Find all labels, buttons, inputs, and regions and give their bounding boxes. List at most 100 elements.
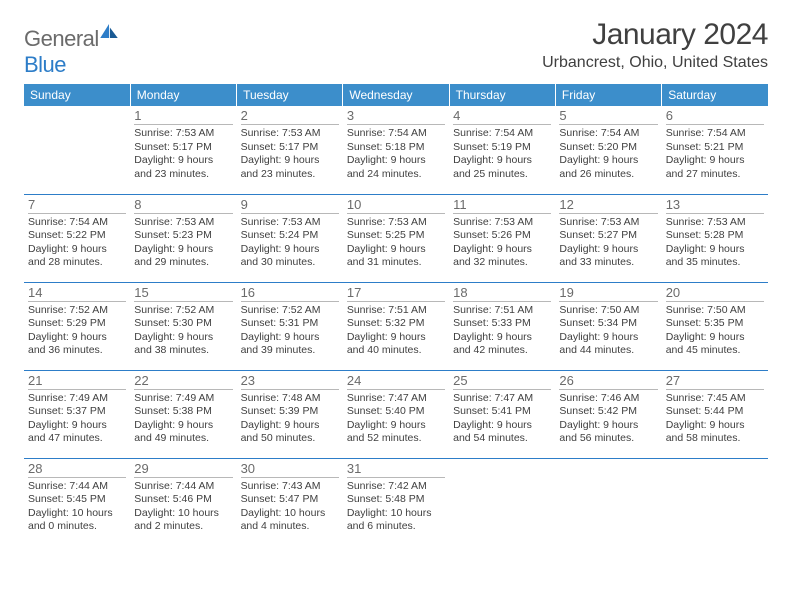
- day-header: Tuesday: [237, 84, 343, 106]
- day-detail: Sunset: 5:21 PM: [666, 141, 764, 155]
- calendar-cell: 6Sunrise: 7:54 AMSunset: 5:21 PMDaylight…: [662, 106, 768, 194]
- day-detail: Sunset: 5:18 PM: [347, 141, 445, 155]
- calendar-cell: 15Sunrise: 7:52 AMSunset: 5:30 PMDayligh…: [130, 282, 236, 370]
- day-number: 27: [666, 373, 764, 390]
- day-detail: Sunrise: 7:54 AM: [347, 127, 445, 141]
- day-number: 14: [28, 285, 126, 302]
- day-detail: and 6 minutes.: [347, 520, 445, 534]
- day-detail: Sunrise: 7:54 AM: [453, 127, 551, 141]
- day-detail: Daylight: 9 hours: [666, 419, 764, 433]
- logo-word-2: Blue: [24, 52, 66, 77]
- day-detail: Sunrise: 7:53 AM: [134, 127, 232, 141]
- calendar-cell: 4Sunrise: 7:54 AMSunset: 5:19 PMDaylight…: [449, 106, 555, 194]
- location-text: Urbancrest, Ohio, United States: [542, 54, 768, 72]
- calendar-cell: 7Sunrise: 7:54 AMSunset: 5:22 PMDaylight…: [24, 194, 130, 282]
- header: General Blue January 2024 Urbancrest, Oh…: [24, 18, 768, 78]
- calendar-cell: 27Sunrise: 7:45 AMSunset: 5:44 PMDayligh…: [662, 370, 768, 458]
- day-detail: Sunrise: 7:53 AM: [241, 216, 339, 230]
- day-detail: Sunset: 5:45 PM: [28, 493, 126, 507]
- calendar-cell: 18Sunrise: 7:51 AMSunset: 5:33 PMDayligh…: [449, 282, 555, 370]
- day-detail: Sunrise: 7:49 AM: [28, 392, 126, 406]
- calendar-cell: 10Sunrise: 7:53 AMSunset: 5:25 PMDayligh…: [343, 194, 449, 282]
- day-detail: and 39 minutes.: [241, 344, 339, 358]
- calendar-table: SundayMondayTuesdayWednesdayThursdayFrid…: [24, 84, 768, 546]
- calendar-week: 28Sunrise: 7:44 AMSunset: 5:45 PMDayligh…: [24, 458, 768, 546]
- calendar-cell: 1Sunrise: 7:53 AMSunset: 5:17 PMDaylight…: [130, 106, 236, 194]
- calendar-week: 14Sunrise: 7:52 AMSunset: 5:29 PMDayligh…: [24, 282, 768, 370]
- day-number: 1: [134, 108, 232, 125]
- day-number: 20: [666, 285, 764, 302]
- calendar-cell: 30Sunrise: 7:43 AMSunset: 5:47 PMDayligh…: [237, 458, 343, 546]
- day-header: Thursday: [449, 84, 555, 106]
- day-detail: Sunrise: 7:54 AM: [666, 127, 764, 141]
- day-number: 8: [134, 197, 232, 214]
- day-number: 6: [666, 108, 764, 125]
- calendar-cell: 9Sunrise: 7:53 AMSunset: 5:24 PMDaylight…: [237, 194, 343, 282]
- day-detail: Daylight: 9 hours: [241, 419, 339, 433]
- day-detail: Sunrise: 7:53 AM: [134, 216, 232, 230]
- calendar-cell: ..: [662, 458, 768, 546]
- day-detail: Sunrise: 7:52 AM: [28, 304, 126, 318]
- day-number: 13: [666, 197, 764, 214]
- calendar-cell: ..: [449, 458, 555, 546]
- month-title: January 2024: [542, 18, 768, 52]
- day-detail: Sunrise: 7:48 AM: [241, 392, 339, 406]
- day-detail: Sunrise: 7:44 AM: [134, 480, 232, 494]
- day-detail: Sunrise: 7:47 AM: [453, 392, 551, 406]
- day-detail: Daylight: 9 hours: [559, 243, 657, 257]
- day-number: 5: [559, 108, 657, 125]
- day-detail: Sunrise: 7:52 AM: [241, 304, 339, 318]
- day-number: 22: [134, 373, 232, 390]
- day-number: 11: [453, 197, 551, 214]
- day-detail: Sunrise: 7:52 AM: [134, 304, 232, 318]
- calendar-cell: 26Sunrise: 7:46 AMSunset: 5:42 PMDayligh…: [555, 370, 661, 458]
- day-detail: and 50 minutes.: [241, 432, 339, 446]
- day-detail: Daylight: 9 hours: [241, 243, 339, 257]
- day-header: Friday: [555, 84, 661, 106]
- day-detail: Sunrise: 7:53 AM: [666, 216, 764, 230]
- day-detail: Sunset: 5:32 PM: [347, 317, 445, 331]
- day-detail: and 29 minutes.: [134, 256, 232, 270]
- day-detail: Daylight: 9 hours: [347, 243, 445, 257]
- day-detail: and 30 minutes.: [241, 256, 339, 270]
- day-detail: Sunset: 5:29 PM: [28, 317, 126, 331]
- day-detail: Daylight: 9 hours: [453, 331, 551, 345]
- day-number: 4: [453, 108, 551, 125]
- day-detail: Sunrise: 7:51 AM: [453, 304, 551, 318]
- day-detail: Sunrise: 7:42 AM: [347, 480, 445, 494]
- day-detail: and 49 minutes.: [134, 432, 232, 446]
- logo-word-1: General: [24, 26, 99, 51]
- calendar-cell: 14Sunrise: 7:52 AMSunset: 5:29 PMDayligh…: [24, 282, 130, 370]
- day-detail: Sunset: 5:25 PM: [347, 229, 445, 243]
- calendar-head: SundayMondayTuesdayWednesdayThursdayFrid…: [24, 84, 768, 106]
- day-detail: Daylight: 9 hours: [134, 154, 232, 168]
- calendar-cell: 19Sunrise: 7:50 AMSunset: 5:34 PMDayligh…: [555, 282, 661, 370]
- day-detail: and 33 minutes.: [559, 256, 657, 270]
- day-detail: and 56 minutes.: [559, 432, 657, 446]
- day-detail: Daylight: 9 hours: [241, 154, 339, 168]
- day-detail: Daylight: 9 hours: [134, 331, 232, 345]
- calendar-cell: 25Sunrise: 7:47 AMSunset: 5:41 PMDayligh…: [449, 370, 555, 458]
- day-detail: Sunset: 5:24 PM: [241, 229, 339, 243]
- day-detail: and 23 minutes.: [241, 168, 339, 182]
- calendar-cell: ..: [24, 106, 130, 194]
- day-detail: Sunrise: 7:44 AM: [28, 480, 126, 494]
- day-detail: Daylight: 10 hours: [28, 507, 126, 521]
- calendar-week: ..1Sunrise: 7:53 AMSunset: 5:17 PMDaylig…: [24, 106, 768, 194]
- day-detail: and 4 minutes.: [241, 520, 339, 534]
- logo-text: General Blue: [24, 24, 118, 78]
- calendar-cell: 11Sunrise: 7:53 AMSunset: 5:26 PMDayligh…: [449, 194, 555, 282]
- calendar-cell: 23Sunrise: 7:48 AMSunset: 5:39 PMDayligh…: [237, 370, 343, 458]
- day-detail: Sunset: 5:22 PM: [28, 229, 126, 243]
- day-detail: Daylight: 9 hours: [28, 243, 126, 257]
- day-detail: Sunset: 5:26 PM: [453, 229, 551, 243]
- day-detail: Sunrise: 7:45 AM: [666, 392, 764, 406]
- day-detail: and 27 minutes.: [666, 168, 764, 182]
- day-number: 18: [453, 285, 551, 302]
- day-detail: and 47 minutes.: [28, 432, 126, 446]
- day-number: 17: [347, 285, 445, 302]
- day-detail: Daylight: 9 hours: [347, 154, 445, 168]
- day-number: 12: [559, 197, 657, 214]
- calendar-week: 21Sunrise: 7:49 AMSunset: 5:37 PMDayligh…: [24, 370, 768, 458]
- day-detail: Sunset: 5:20 PM: [559, 141, 657, 155]
